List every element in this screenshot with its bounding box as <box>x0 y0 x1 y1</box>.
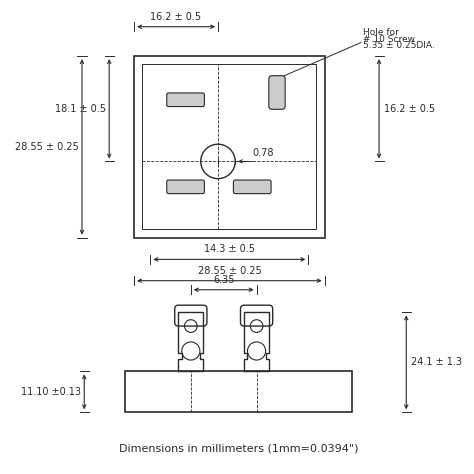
Text: 28.55 ± 0.25: 28.55 ± 0.25 <box>15 142 78 152</box>
Text: 28.55 ± 0.25: 28.55 ± 0.25 <box>198 266 261 276</box>
Text: 5.35 ± 0.25DIA.: 5.35 ± 0.25DIA. <box>363 41 435 50</box>
Bar <box>125 372 352 412</box>
Text: 14.3 ± 0.5: 14.3 ± 0.5 <box>204 245 255 255</box>
Text: # 10 Screw: # 10 Screw <box>363 35 415 44</box>
Text: 11.10 ±0.13: 11.10 ±0.13 <box>21 387 81 397</box>
FancyBboxPatch shape <box>233 180 271 194</box>
Text: 16.2 ± 0.5: 16.2 ± 0.5 <box>150 12 201 22</box>
Text: 6.35: 6.35 <box>213 275 235 285</box>
Text: 16.2 ± 0.5: 16.2 ± 0.5 <box>383 104 435 114</box>
Text: 24.1 ± 1.3: 24.1 ± 1.3 <box>411 357 462 367</box>
Bar <box>134 56 325 237</box>
Text: 18.1 ± 0.5: 18.1 ± 0.5 <box>55 104 106 114</box>
FancyBboxPatch shape <box>269 76 285 109</box>
Text: 0.78: 0.78 <box>253 148 274 158</box>
Text: Hole for: Hole for <box>363 27 399 36</box>
Text: Dimensions in millimeters (1mm=0.0394"): Dimensions in millimeters (1mm=0.0394") <box>118 443 358 453</box>
FancyBboxPatch shape <box>167 180 204 194</box>
FancyBboxPatch shape <box>167 93 204 107</box>
Bar <box>142 64 317 229</box>
